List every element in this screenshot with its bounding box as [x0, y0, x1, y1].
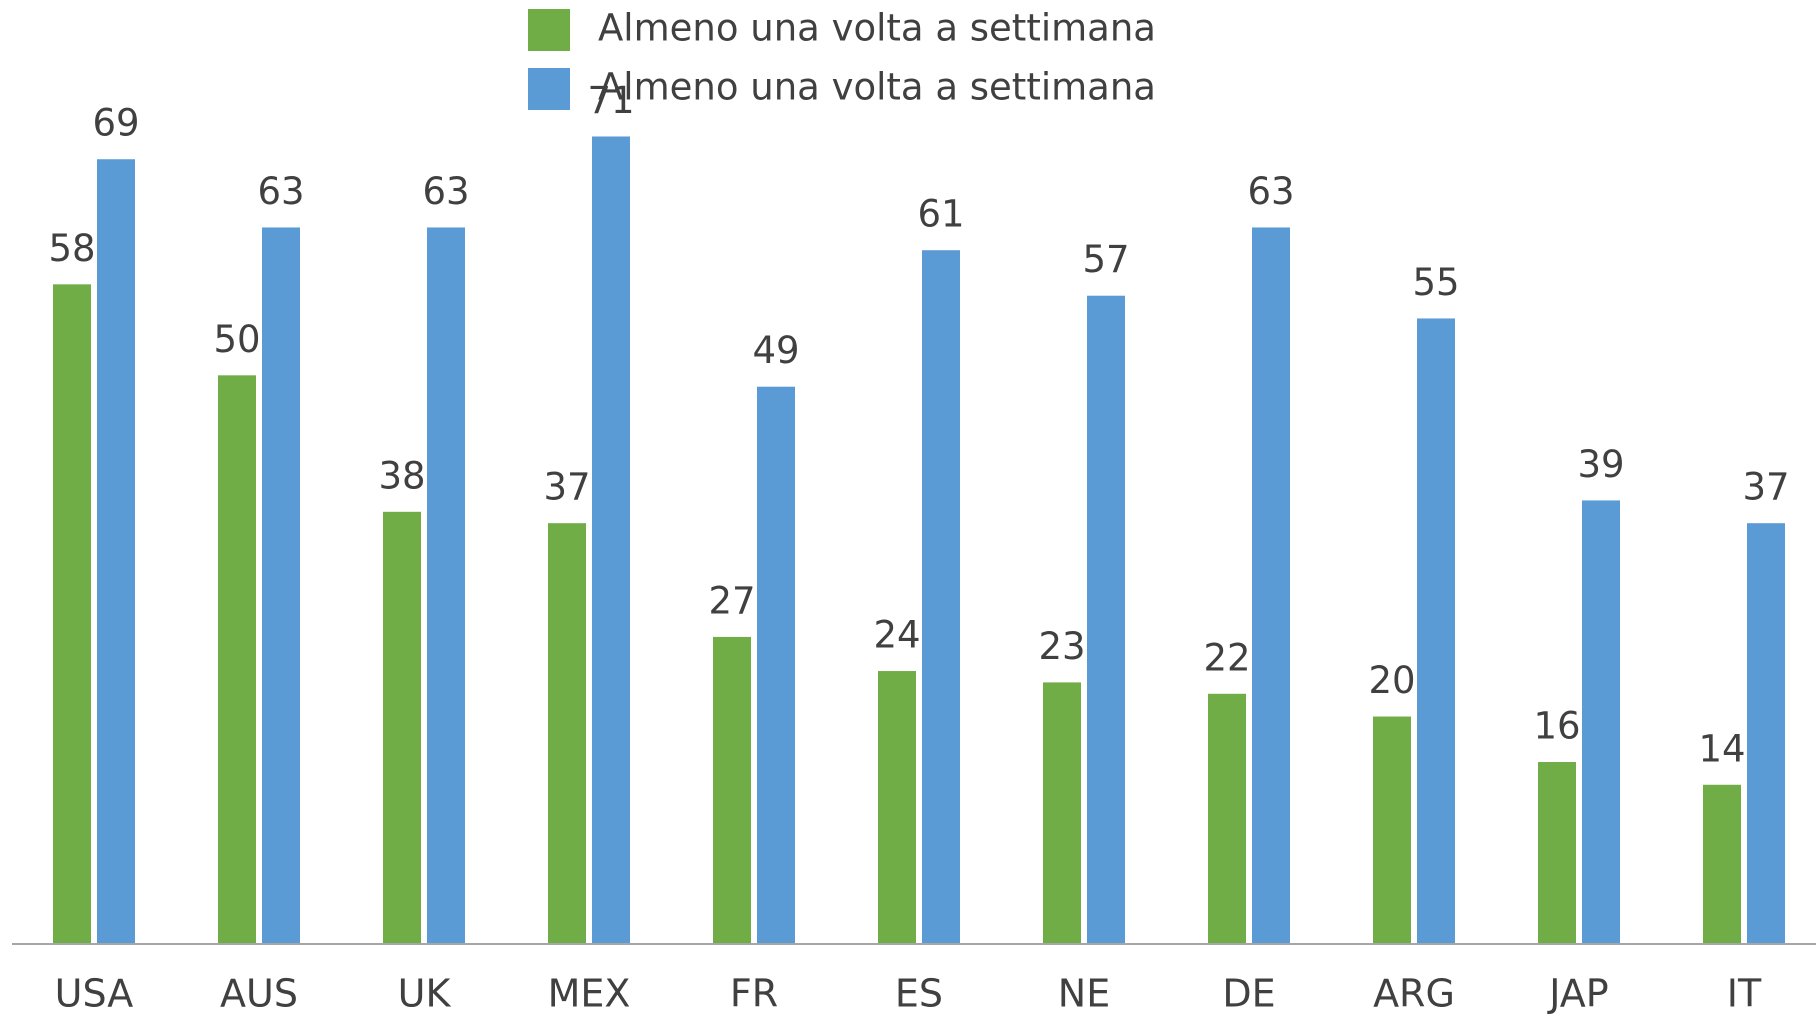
data-label: 63: [422, 170, 469, 213]
bar: [1252, 227, 1290, 945]
legend-label: Almeno una volta a settimana: [598, 66, 1156, 109]
data-label: 55: [1412, 261, 1459, 304]
x-tick-label: USA: [55, 972, 134, 1016]
data-label: 37: [543, 466, 590, 509]
bar: [1208, 693, 1246, 944]
bar: [548, 523, 586, 944]
bar: [427, 227, 465, 945]
bar: [383, 511, 421, 944]
x-tick-label: DE: [1222, 972, 1275, 1016]
x-tick-label: ES: [895, 972, 943, 1016]
data-label: 39: [1577, 443, 1624, 486]
data-label: 50: [213, 318, 260, 361]
data-label: 14: [1698, 727, 1745, 770]
bar: [1043, 682, 1081, 944]
x-tick-label: JAP: [1547, 972, 1608, 1016]
data-label: 23: [1038, 625, 1085, 668]
data-label: 63: [1247, 170, 1294, 213]
bar: [97, 159, 135, 945]
legend-label: Almeno una volta a settimana: [598, 7, 1156, 50]
bar: [1703, 784, 1741, 944]
bar: [1747, 523, 1785, 944]
bar: [53, 284, 91, 944]
data-label: 38: [378, 454, 425, 497]
data-label: 16: [1533, 705, 1580, 748]
bar: [218, 375, 256, 944]
data-label: 27: [708, 579, 755, 622]
bar: [1582, 500, 1620, 944]
x-tick-label: IT: [1727, 972, 1762, 1016]
legend-swatch: [528, 68, 570, 110]
bar: [757, 386, 795, 944]
bar: [1417, 318, 1455, 944]
x-tick-label: ARG: [1373, 972, 1455, 1016]
bar: [1373, 716, 1411, 944]
x-tick-label: MEX: [548, 972, 631, 1016]
data-label: 61: [917, 193, 964, 236]
x-tick-label: AUS: [220, 972, 298, 1016]
bar: [878, 671, 916, 944]
data-label: 71: [587, 79, 634, 122]
data-label: 57: [1082, 238, 1129, 281]
data-label: 20: [1368, 659, 1415, 702]
x-tick-label: FR: [730, 972, 778, 1016]
x-tick-label: UK: [398, 972, 452, 1016]
data-label: 63: [257, 170, 304, 213]
bar: [592, 136, 630, 944]
bar: [262, 227, 300, 945]
data-label: 49: [752, 329, 799, 372]
data-label: 37: [1742, 466, 1789, 509]
data-label: 22: [1203, 636, 1250, 679]
bar: [1538, 762, 1576, 944]
x-tick-label: NE: [1058, 972, 1110, 1016]
data-label: 69: [92, 102, 139, 145]
data-label: 24: [873, 614, 920, 657]
bar: [922, 250, 960, 945]
legend-swatch: [528, 9, 570, 51]
bar: [1087, 295, 1125, 945]
bar: [713, 636, 751, 944]
data-label: 58: [48, 227, 95, 270]
